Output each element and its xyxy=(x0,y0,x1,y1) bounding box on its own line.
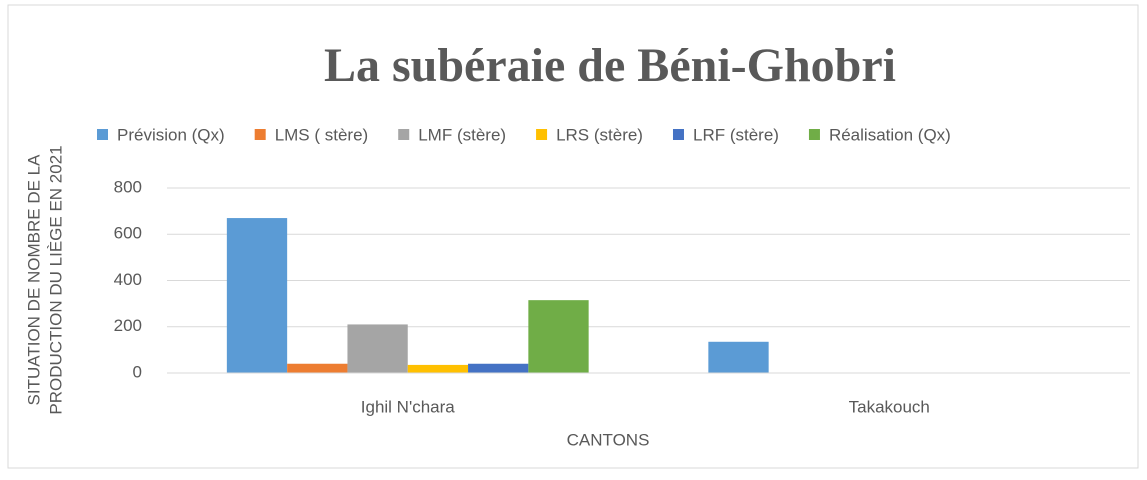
legend-label: LMF (stère) xyxy=(418,125,506,144)
legend-label: Réalisation (Qx) xyxy=(829,125,951,144)
bar xyxy=(468,363,529,373)
chart-title: La subéraie de Béni-Ghobri xyxy=(324,39,896,92)
y-axis-label: SITUATION DE NOMBRE DE LA PRODUCTION DU … xyxy=(24,145,65,414)
legend-swatch xyxy=(536,129,548,140)
y-axis-label-line: PRODUCTION DU LIÈGE EN 2021 xyxy=(46,145,65,414)
y-axis-label-line: SITUATION DE NOMBRE DE LA xyxy=(24,154,43,406)
bar xyxy=(407,364,469,373)
bar xyxy=(287,363,348,373)
legend-swatch xyxy=(97,129,108,140)
y-tick-label: 800 xyxy=(114,177,142,196)
chart-frame xyxy=(7,4,1139,469)
y-tick-label: 200 xyxy=(114,316,142,335)
bar xyxy=(347,324,408,373)
x-tick-label: Takakouch xyxy=(849,397,930,416)
legend-swatch xyxy=(672,129,684,140)
bar xyxy=(226,218,288,373)
legend-swatch xyxy=(254,129,266,140)
bar xyxy=(528,300,589,373)
legend-label: LRF (stère) xyxy=(693,125,779,144)
legend-label: Prévision (Qx) xyxy=(117,125,225,144)
y-tick-label: 0 xyxy=(133,362,142,381)
legend-swatch xyxy=(398,129,410,140)
x-tick-label: Ighil N'chara xyxy=(361,397,456,416)
legend-label: LMS ( stère) xyxy=(275,125,369,144)
y-tick-label: 400 xyxy=(114,270,142,289)
legend-swatch xyxy=(808,129,820,140)
y-tick-label: 600 xyxy=(114,224,142,243)
legend-label: LRS (stère) xyxy=(556,125,643,144)
x-axis-label: CANTONS xyxy=(567,430,650,449)
bar xyxy=(708,341,769,373)
